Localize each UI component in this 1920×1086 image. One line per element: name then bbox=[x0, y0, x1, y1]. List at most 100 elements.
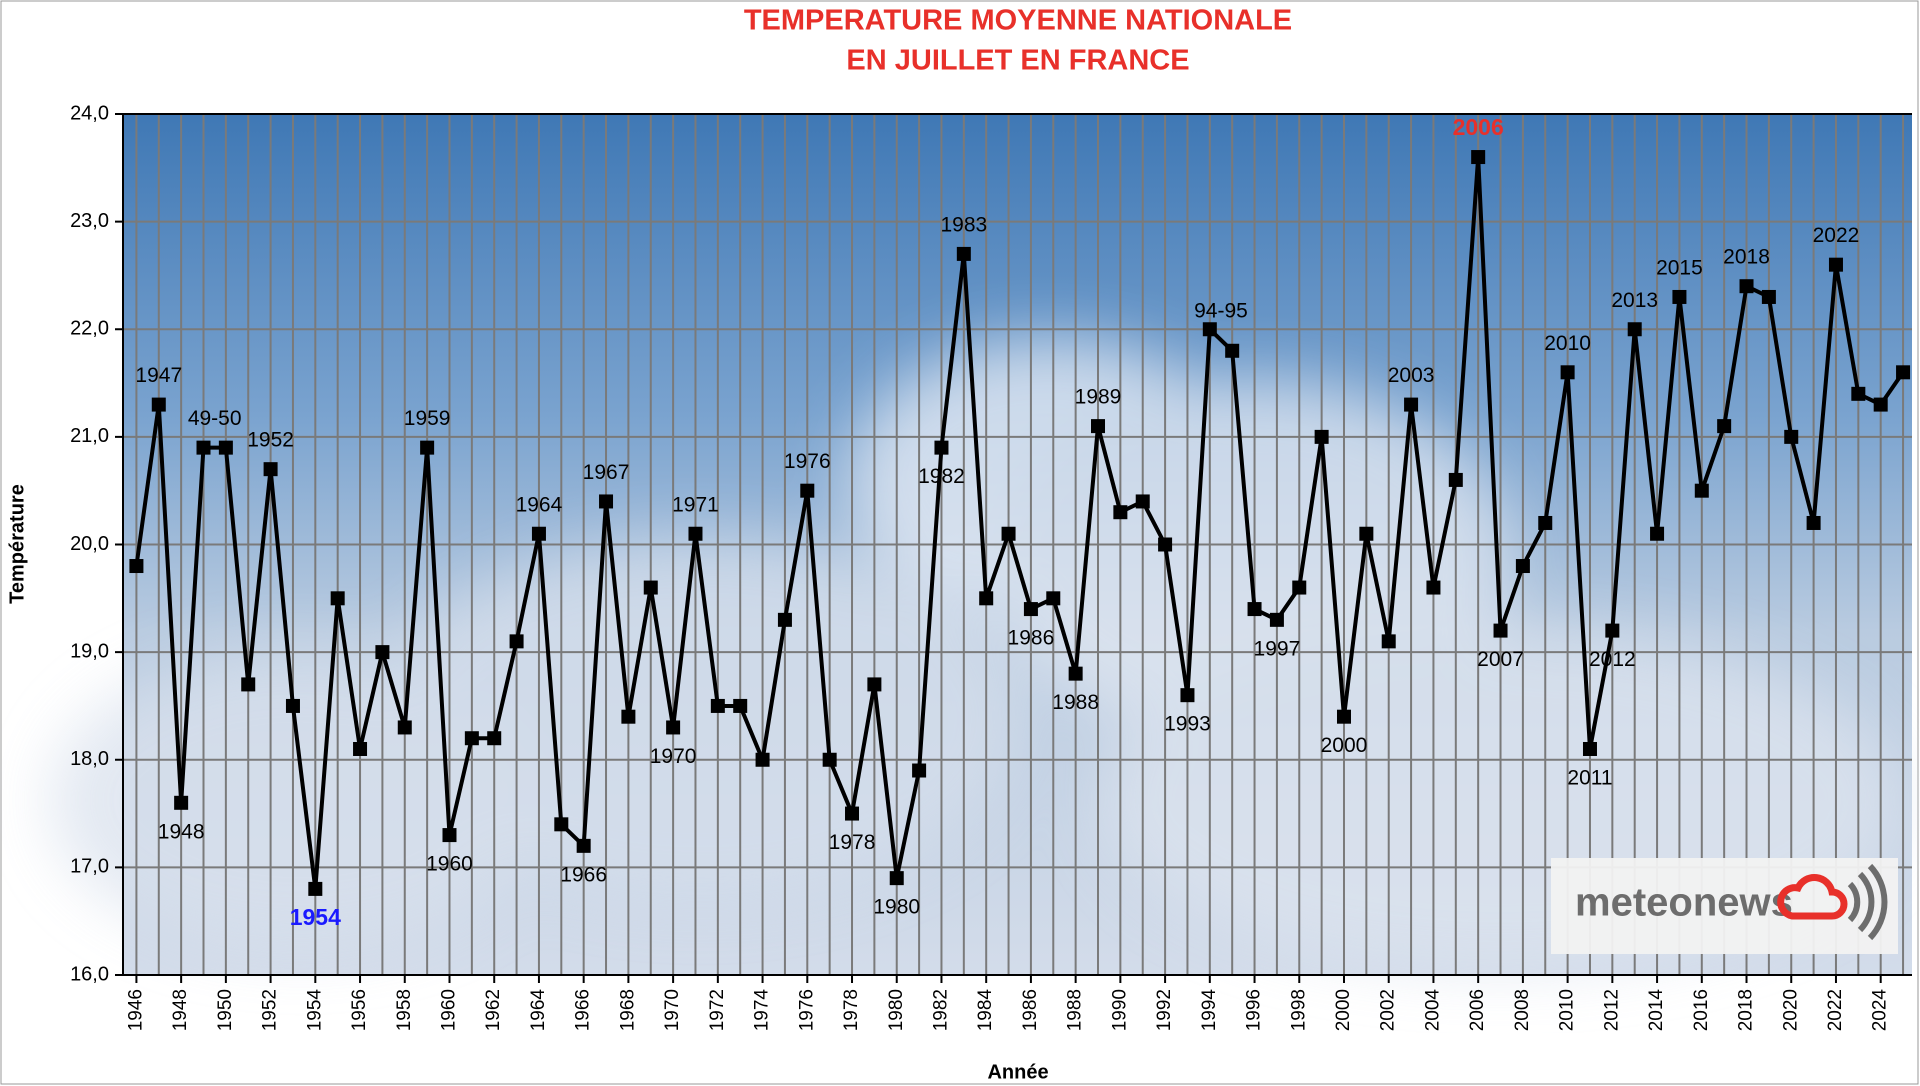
marker bbox=[1672, 289, 1687, 304]
marker bbox=[1582, 741, 1597, 756]
marker bbox=[710, 698, 725, 713]
marker bbox=[643, 580, 658, 595]
marker bbox=[1560, 365, 1575, 380]
logo-waves bbox=[1847, 863, 1888, 941]
logo-cloud bbox=[1777, 874, 1848, 920]
marker bbox=[621, 709, 636, 724]
title: TEMPERATURE MOYENNE NATIONALE EN JUILLET … bbox=[744, 5, 1292, 77]
annotation: 1960 bbox=[426, 853, 473, 876]
annotation: 1954 bbox=[290, 904, 341, 930]
x-tick-label: 2010 bbox=[1557, 989, 1578, 1031]
marker bbox=[1001, 526, 1016, 541]
marker bbox=[509, 634, 524, 649]
marker bbox=[1158, 537, 1173, 552]
marker bbox=[487, 731, 502, 746]
x-axis-label: Année bbox=[987, 1061, 1048, 1083]
x-tick-label: 2004 bbox=[1422, 989, 1443, 1032]
marker bbox=[196, 440, 211, 455]
marker bbox=[241, 677, 256, 692]
x-tick-label: 2020 bbox=[1780, 989, 1801, 1031]
marker bbox=[263, 462, 278, 477]
marker bbox=[1225, 343, 1240, 358]
marker bbox=[576, 838, 591, 853]
x-tick-label: 1966 bbox=[573, 989, 594, 1031]
marker bbox=[1650, 526, 1665, 541]
marker bbox=[867, 677, 882, 692]
marker bbox=[1717, 419, 1732, 434]
marker bbox=[599, 494, 614, 509]
x-tick-label: 1948 bbox=[170, 989, 191, 1031]
logo-box: meteonews bbox=[1551, 858, 1898, 954]
marker bbox=[174, 795, 189, 810]
annotation: 1971 bbox=[672, 493, 719, 516]
annotation: 2010 bbox=[1544, 332, 1591, 355]
marker bbox=[1202, 322, 1217, 337]
x-tick-label: 1970 bbox=[662, 989, 683, 1031]
y-tick-label: 18,0 bbox=[70, 748, 109, 770]
marker bbox=[979, 591, 994, 606]
x-tick-label: 1986 bbox=[1020, 989, 1041, 1031]
marker bbox=[755, 752, 770, 767]
x-tick-label: 1982 bbox=[930, 989, 951, 1031]
x-tick-label: 1996 bbox=[1244, 989, 1265, 1031]
annotation: 1982 bbox=[918, 465, 965, 488]
y-tick-label: 23,0 bbox=[70, 210, 109, 232]
annotation: 1976 bbox=[784, 450, 831, 473]
marker bbox=[397, 720, 412, 735]
x-tick-label: 1954 bbox=[304, 989, 325, 1032]
marker bbox=[1694, 483, 1709, 498]
logo-text: meteonews bbox=[1575, 881, 1793, 925]
marker bbox=[151, 397, 166, 412]
marker bbox=[1113, 505, 1128, 520]
marker bbox=[1493, 623, 1508, 638]
annotation: 2007 bbox=[1477, 648, 1524, 671]
marker bbox=[1739, 279, 1754, 294]
y-tick-label: 24,0 bbox=[70, 102, 109, 124]
y-tick-label: 19,0 bbox=[70, 640, 109, 662]
x-tick-label: 1978 bbox=[841, 989, 862, 1031]
x-tick-label: 1998 bbox=[1288, 989, 1309, 1031]
marker bbox=[1135, 494, 1150, 509]
y-tick-label: 22,0 bbox=[70, 318, 109, 340]
annotation: 2022 bbox=[1813, 224, 1860, 247]
x-tick-label: 1980 bbox=[886, 989, 907, 1031]
marker bbox=[1180, 688, 1195, 703]
marker bbox=[1269, 612, 1284, 627]
marker bbox=[420, 440, 435, 455]
marker bbox=[1381, 634, 1396, 649]
x-tick-label: 1976 bbox=[796, 989, 817, 1031]
marker bbox=[1605, 623, 1620, 638]
marker bbox=[956, 246, 971, 261]
marker bbox=[912, 763, 927, 778]
y-axis-label: Température bbox=[6, 484, 28, 604]
x-tick-label: 1952 bbox=[260, 989, 281, 1031]
x-tick-label: 2002 bbox=[1378, 989, 1399, 1031]
marker bbox=[934, 440, 949, 455]
marker bbox=[1426, 580, 1441, 595]
marker bbox=[1046, 591, 1061, 606]
marker bbox=[554, 817, 569, 832]
marker bbox=[330, 591, 345, 606]
x-tick-label: 1946 bbox=[125, 989, 146, 1031]
series bbox=[129, 150, 1911, 896]
marker bbox=[1896, 365, 1911, 380]
y-tick-label: 21,0 bbox=[70, 425, 109, 447]
marker bbox=[1515, 559, 1530, 574]
x-tick-label: 1960 bbox=[439, 989, 460, 1031]
marker bbox=[733, 698, 748, 713]
marker bbox=[800, 483, 815, 498]
annotation: 49-50 bbox=[188, 407, 242, 430]
annotation: 94-95 bbox=[1194, 300, 1248, 323]
x-tick-label: 1990 bbox=[1109, 989, 1130, 1031]
marker bbox=[464, 731, 479, 746]
marker bbox=[129, 559, 144, 574]
x-tick-label: 2012 bbox=[1601, 989, 1622, 1031]
marker bbox=[308, 881, 323, 896]
x-tick-label: 2014 bbox=[1646, 989, 1667, 1032]
marker bbox=[1359, 526, 1374, 541]
annotation: 1959 bbox=[404, 407, 451, 430]
marker bbox=[1851, 386, 1866, 401]
x-tick-label: 2000 bbox=[1333, 989, 1354, 1031]
